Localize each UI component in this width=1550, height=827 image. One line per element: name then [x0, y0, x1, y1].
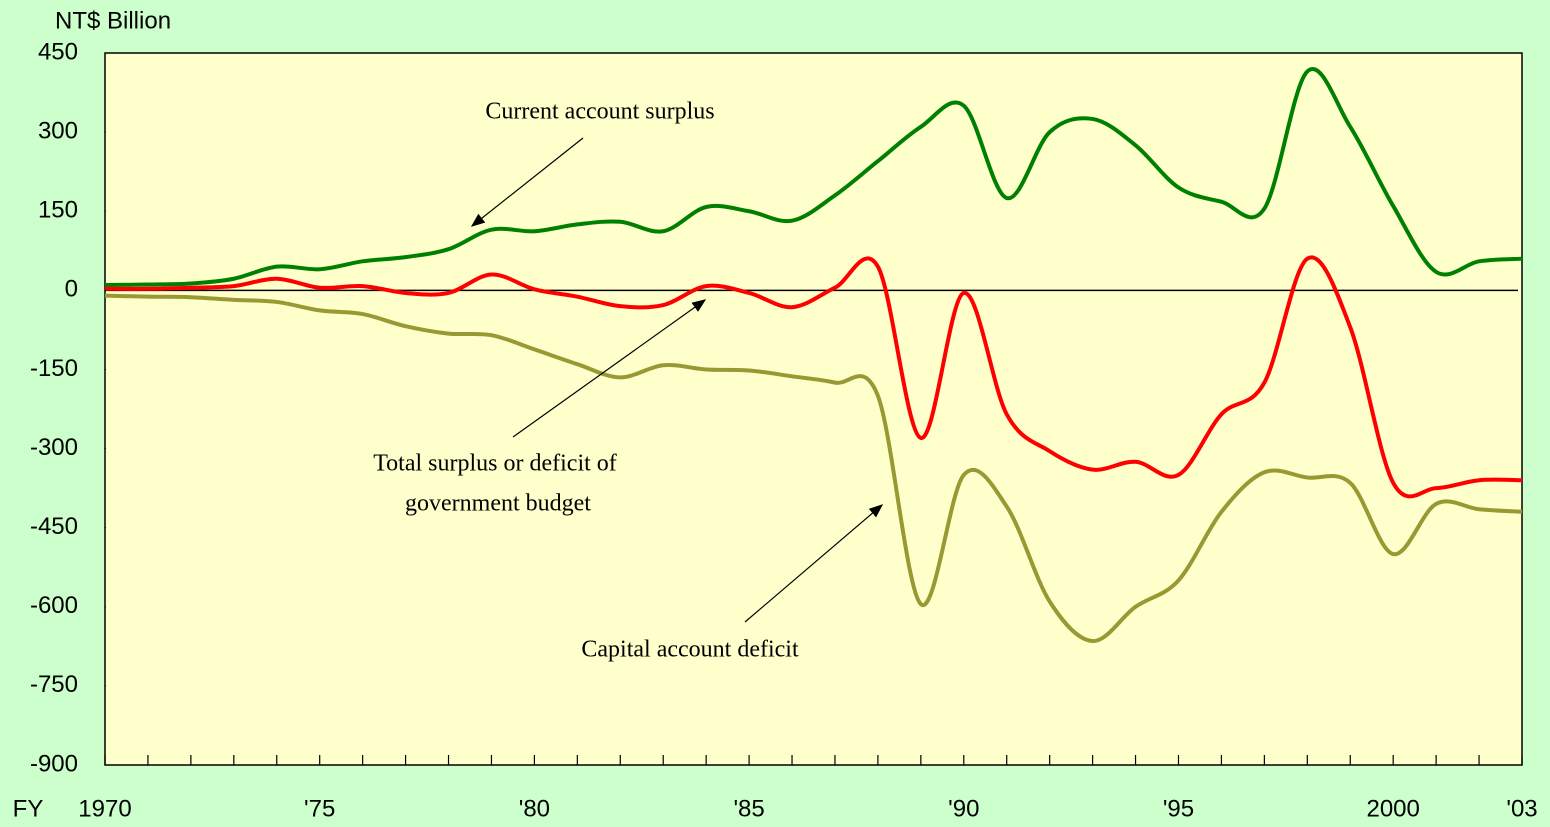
x-tick-label: '95 [1163, 795, 1194, 822]
annotation: Current account surplus [485, 99, 714, 125]
annotation: Total surplus or deficit of [373, 451, 617, 477]
x-tick-label: '80 [519, 795, 550, 822]
series-line [104, 67, 1523, 288]
arrow [470, 137, 584, 227]
series-line [104, 255, 1523, 499]
y-axis-label: NT$ Billion [55, 7, 171, 34]
y-tick-label: -150 [30, 355, 78, 382]
x-tick-label: 2000 [1366, 795, 1419, 822]
y-tick-label: -600 [30, 592, 78, 619]
series-line [104, 293, 1523, 644]
plot-area [104, 52, 1523, 766]
x-tick-label: 1970 [78, 795, 131, 822]
x-tick-label: '03 [1506, 795, 1537, 822]
x-axis-label: FY [13, 795, 44, 822]
annotation: Capital account deficit [581, 637, 799, 663]
x-tick-label: '85 [733, 795, 764, 822]
x-tick-label: '75 [304, 795, 335, 822]
y-tick-label: 450 [38, 38, 78, 65]
y-tick-label: 0 [65, 276, 78, 303]
x-tick-label: '90 [948, 795, 979, 822]
y-tick-label: -300 [30, 434, 78, 461]
y-tick-label: -750 [30, 671, 78, 698]
y-tick-label: -450 [30, 513, 78, 540]
arrow [744, 504, 884, 623]
annotation: government budget [405, 491, 591, 517]
arrow [512, 299, 707, 438]
y-tick-label: 300 [38, 117, 78, 144]
y-tick-label: 150 [38, 197, 78, 224]
y-tick-label: -900 [30, 750, 78, 777]
